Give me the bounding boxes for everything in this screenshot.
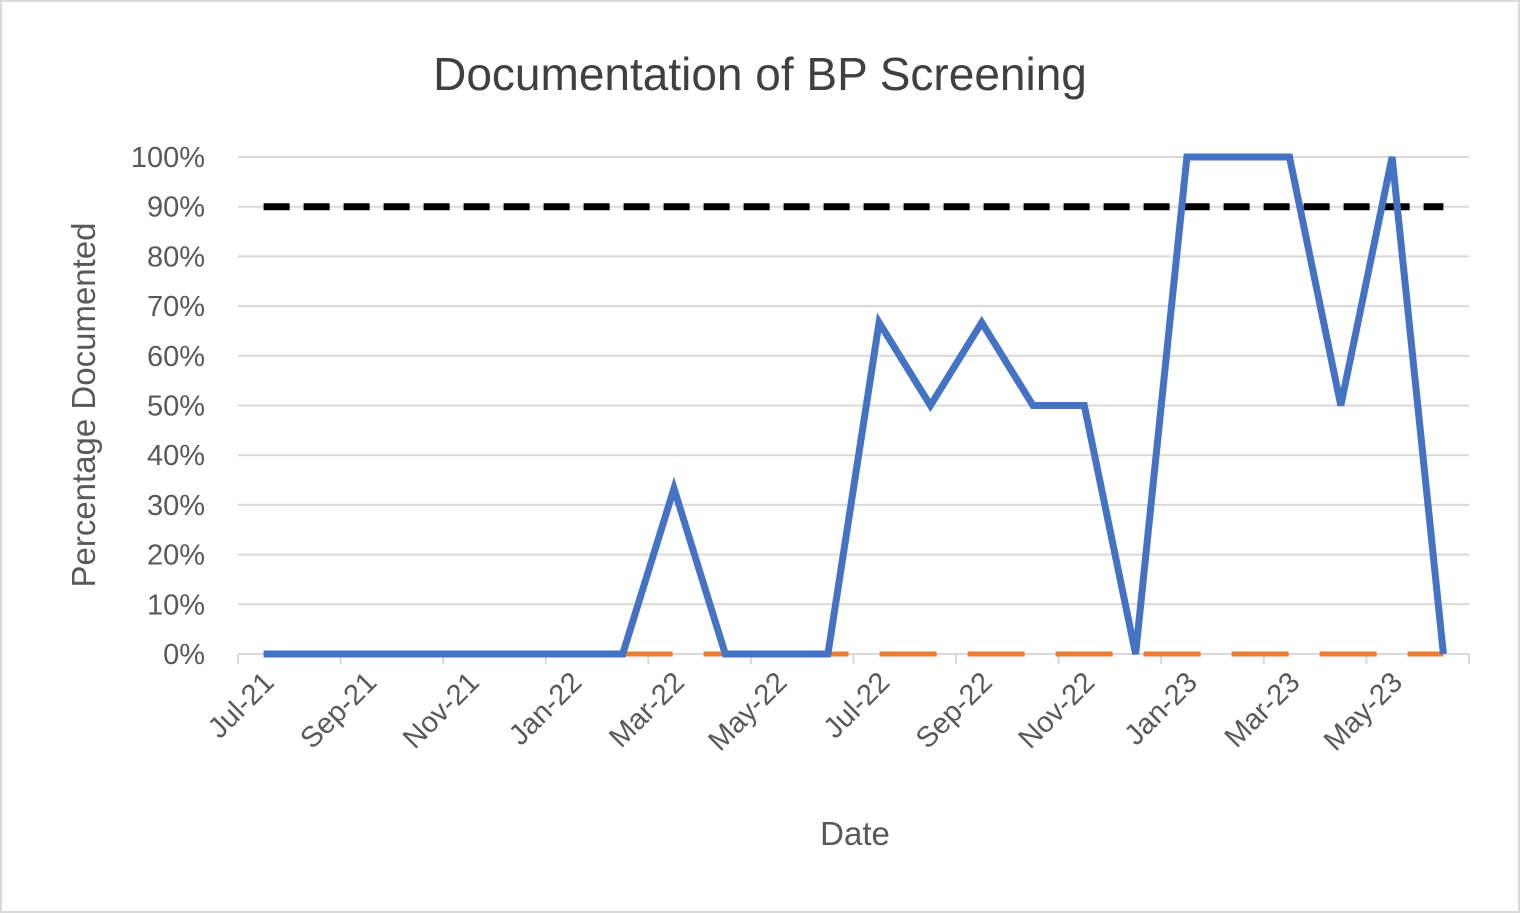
- y-tick-label: 0%: [163, 639, 205, 671]
- y-tick-label: 90%: [147, 192, 205, 224]
- gridlines: [238, 156, 1469, 655]
- x-tick-label: Jan-22: [503, 666, 588, 751]
- x-tick-label: Nov-21: [397, 666, 486, 755]
- series-lines: [263, 153, 1447, 658]
- x-tick-label: Sep-21: [294, 666, 383, 755]
- x-tick-label: Jul-22: [818, 666, 896, 744]
- y-tick-label: 50%: [147, 391, 205, 423]
- x-tick-label: Nov-22: [1013, 666, 1102, 755]
- x-axis: Jul-21 Sep-21 Nov-21 Jan-22 Mar-22 May-22 Jul-…: [202, 653, 1470, 757]
- x-tick-label: May-23: [1318, 666, 1409, 757]
- y-tick-label: 30%: [147, 490, 205, 522]
- y-tick-label: 10%: [147, 589, 205, 621]
- y-axis-title: Percentage Documented: [65, 222, 102, 587]
- x-tick-label: Mar-23: [1219, 666, 1307, 754]
- y-tick-label: 80%: [147, 241, 205, 273]
- y-tick-label: 70%: [147, 291, 205, 323]
- x-tick-label: May-22: [703, 666, 794, 757]
- y-tick-label: 60%: [147, 341, 205, 373]
- x-axis-title: Date: [820, 815, 890, 852]
- x-tick-label: Jan-23: [1119, 666, 1204, 751]
- series-0-line: [263, 153, 1447, 658]
- y-tick-label: 40%: [147, 440, 205, 472]
- y-axis-ticks: 0% 10% 20% 30% 40% 50% 60% 70% 80% 90% 100%: [131, 142, 205, 671]
- x-tick-label: Sep-22: [910, 666, 999, 755]
- y-tick-label: 20%: [147, 540, 205, 572]
- x-tick-label: Mar-22: [603, 666, 691, 754]
- chart-title: Documentation of BP Screening: [433, 48, 1087, 100]
- x-tick-label: Jul-21: [202, 666, 280, 744]
- y-tick-label: 100%: [131, 142, 205, 174]
